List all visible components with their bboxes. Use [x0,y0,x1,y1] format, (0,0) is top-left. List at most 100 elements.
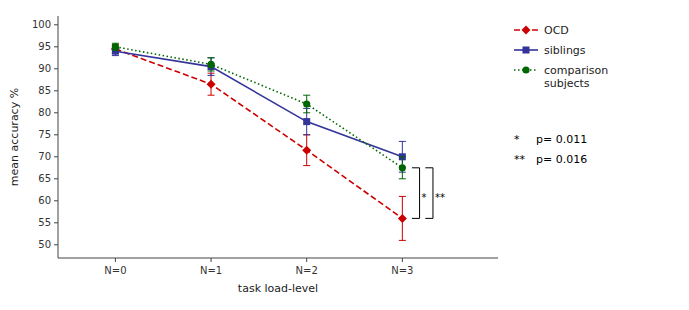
x-tick [211,258,212,262]
data-point [398,214,407,223]
chart: 50 55 60 65 70 75 80 85 90 95 100 N=0 N=1 N=2 N=3 task … [0,0,689,310]
x-tick-label: N=3 [391,265,413,276]
y-axis-label: mean accuracy % [8,88,21,186]
x-tick-label: N=1 [200,265,222,276]
error-bar-cap [399,156,406,157]
y-tick [54,156,58,157]
error-bar-cap [208,57,215,58]
error-bar-cap [303,134,310,135]
y-tick [54,90,58,91]
y-tick-label: 50 [38,239,51,250]
legend-marker [522,66,529,73]
x-tick [306,258,307,262]
error-bar [208,73,215,95]
error-bar [112,43,119,50]
error-bar [303,135,310,166]
x-tick-label: N=2 [296,265,318,276]
data-point [303,118,310,125]
y-tick-label: 100 [32,19,51,30]
y-tick [54,178,58,179]
y-tick [54,112,58,113]
y-tick [54,222,58,223]
p-value-note: * p= 0.011 [514,133,587,146]
bracket-line [419,168,420,219]
legend-label: comparisonsubjects [544,64,608,90]
legend-label-line: subjects [544,77,590,90]
y-tick-label: 80 [38,107,51,118]
y-tick [54,46,58,47]
p-value-note: **p= 0.016 [514,153,587,166]
significance-bracket [412,168,420,219]
y-tick [54,200,58,201]
series-line [115,47,402,168]
legend-label-line: siblings [544,44,586,57]
bracket-star: * [422,192,427,203]
significance-bracket [425,168,433,219]
x-tick [402,258,403,262]
data-point [112,43,119,50]
error-bar [303,95,310,113]
data-point [303,100,310,107]
legend-label: siblings [544,44,586,57]
error-bar-cap [112,55,119,56]
error-bar-cap [208,95,215,96]
error-bar-cap [399,141,406,142]
data-point [207,80,216,89]
legend-marker [523,47,530,54]
error-bar-cap [303,165,310,166]
x-axis-label: task load-level [238,282,318,295]
p-value-star: * [514,133,520,146]
error-bar-cap [399,240,406,241]
data-point [207,61,214,68]
x-axis-line [58,258,498,259]
error-bar [399,196,406,240]
plot-area [111,43,407,240]
y-tick-label: 95 [38,41,51,52]
y-tick-label: 65 [38,173,51,184]
error-bar-cap [399,178,406,179]
y-tick [54,68,58,69]
y-tick [54,244,58,245]
y-tick-label: 70 [38,151,51,162]
bracket-tick [425,167,433,168]
error-bar-cap [303,95,310,96]
legend-item: comparisonsubjects [514,64,608,90]
y-axis-line [58,16,59,258]
error-bar [399,141,406,172]
legend-item: siblings [514,44,586,57]
y-tick [54,134,58,135]
bracket-line [432,168,433,219]
error-bar [208,58,215,76]
legend-label-line: OCD [544,24,569,37]
series-line [115,51,402,157]
bracket-star: ** [435,192,445,203]
error-bar-cap [208,57,215,58]
data-point [302,146,311,155]
bracket-tick [412,218,420,219]
p-value-text: p= 0.011 [536,133,587,146]
bracket-tick [412,167,420,168]
x-tick [115,258,116,262]
error-bar-cap [303,112,310,113]
y-tick-label: 75 [38,129,51,140]
x-tick-label: N=0 [104,265,126,276]
y-tick [54,24,58,25]
y-tick-label: 90 [38,63,51,74]
error-bar-cap [208,75,215,76]
error-bar-cap [399,196,406,197]
y-tick-label: 55 [38,217,51,228]
y-tick-label: 85 [38,85,51,96]
error-bar-cap [303,134,310,135]
p-value-star: ** [514,153,526,166]
series-line [115,49,402,218]
error-bar [399,157,406,179]
data-point [399,164,406,171]
legend-label: OCD [544,24,569,37]
error-bar [303,108,310,134]
y-tick-label: 60 [38,195,51,206]
bracket-tick [425,218,433,219]
legend-item: OCD [514,24,569,37]
legend-marker [522,26,531,35]
error-bar [208,58,215,71]
legend-label-line: comparison [544,64,608,77]
